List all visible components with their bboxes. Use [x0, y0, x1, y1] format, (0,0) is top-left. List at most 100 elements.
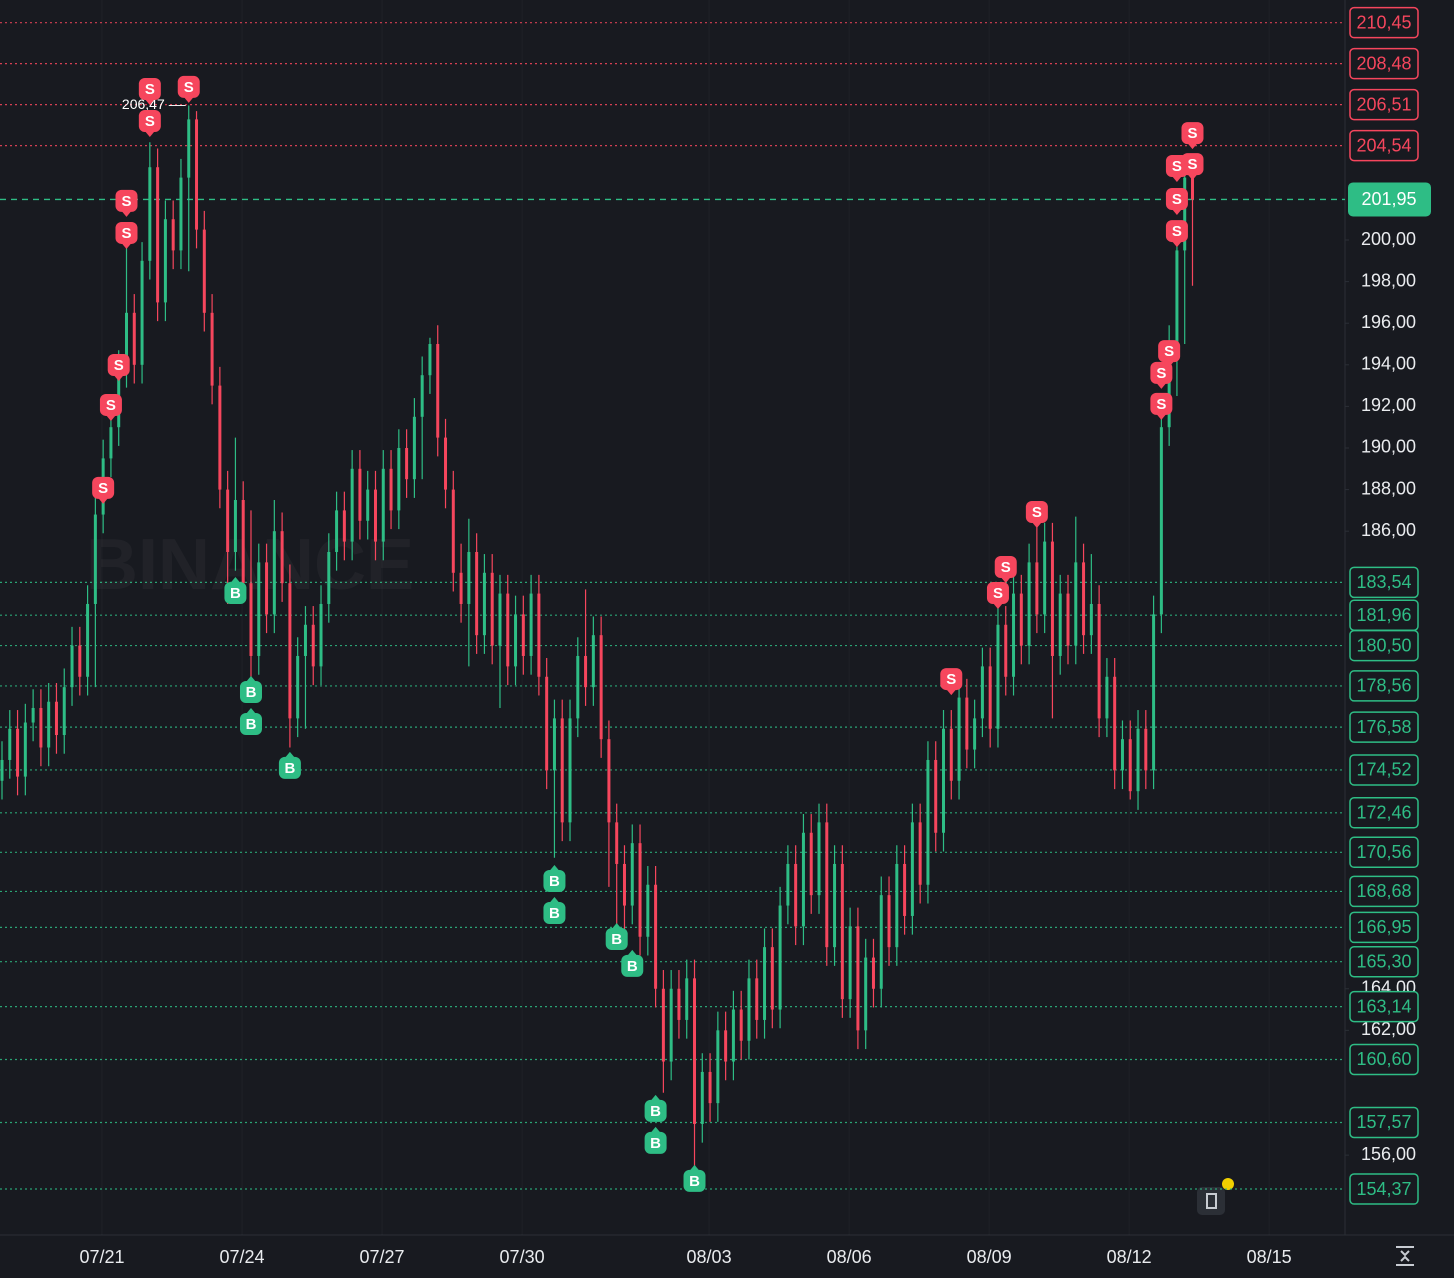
candle-body — [584, 655, 588, 688]
candle-body — [1066, 593, 1070, 646]
scroll-icon[interactable] — [1396, 1246, 1414, 1266]
signal-label: S — [121, 225, 131, 242]
signal-pointer — [650, 1094, 661, 1101]
candle-body — [54, 701, 58, 736]
level-label: 157,57 — [1356, 1112, 1411, 1132]
x-tick-label: 08/03 — [687, 1247, 732, 1267]
last-price-box — [1348, 182, 1431, 217]
candle-body — [350, 468, 354, 542]
candle-body — [288, 583, 292, 719]
signal-marker: S — [1158, 340, 1181, 368]
level-label-box — [1349, 875, 1419, 908]
signal-label: B — [650, 1103, 661, 1120]
x-tick-label: 08/09 — [967, 1247, 1012, 1267]
signal-label: S — [1156, 396, 1166, 413]
signal-marker: S — [1181, 122, 1204, 150]
candle-body — [1113, 676, 1117, 771]
level-label-box — [1349, 88, 1419, 121]
candle-body — [1175, 250, 1179, 345]
signal-marker: S — [177, 75, 200, 103]
signal-marker: S — [1165, 220, 1188, 248]
signal-marker: B — [224, 576, 247, 604]
level-label-box — [1349, 911, 1419, 944]
signal-badge — [605, 928, 628, 951]
candle-body — [39, 707, 43, 748]
signal-label: B — [611, 931, 622, 948]
candle-body — [1058, 593, 1062, 656]
signal-badge — [138, 78, 161, 101]
x-tick-label: 07/21 — [79, 1247, 124, 1267]
candle-body — [179, 177, 183, 251]
signal-label: B — [650, 1135, 661, 1152]
y-tick-label: 198,00 — [1361, 270, 1416, 290]
candle-body — [482, 572, 486, 636]
signal-badge — [239, 680, 262, 703]
candle-body — [731, 1009, 735, 1062]
candle-body — [148, 167, 152, 261]
signal-marker: S — [115, 221, 138, 249]
signal-badge — [994, 555, 1017, 578]
candle-body — [397, 447, 401, 511]
signal-badge — [940, 668, 963, 691]
x-tick-label: 08/12 — [1107, 1247, 1152, 1267]
signal-badge — [92, 476, 115, 499]
candle-body — [210, 312, 214, 386]
signal-pointer — [1156, 382, 1167, 389]
candle-body — [366, 489, 370, 521]
y-tick-label: 186,00 — [1361, 520, 1416, 540]
signal-badge — [115, 221, 138, 244]
level-label-box — [1349, 836, 1419, 869]
candle-body — [887, 895, 891, 948]
x-tick-label: 08/06 — [827, 1247, 872, 1267]
signal-pointer — [1171, 241, 1182, 248]
signal-pointer — [183, 96, 194, 103]
candle-body — [786, 863, 790, 906]
y-tick-label: 162,00 — [1361, 1019, 1416, 1039]
candle-body — [1082, 562, 1086, 636]
candle-body — [156, 167, 160, 303]
candle-body — [770, 947, 774, 1010]
candle-body — [1105, 676, 1109, 719]
candle-body — [0, 759, 4, 781]
notice-icon[interactable] — [1197, 1178, 1234, 1215]
signal-marker: S — [138, 78, 161, 106]
signal-badge — [1181, 153, 1204, 176]
candle-body — [23, 722, 27, 777]
candle-body — [381, 468, 385, 542]
signal-marker: B — [278, 751, 301, 779]
signal-pointer — [121, 210, 132, 217]
candle-body — [1120, 739, 1124, 771]
candle-body — [226, 489, 230, 552]
signal-badge — [1165, 188, 1188, 211]
candle-body — [171, 219, 175, 251]
signal-marker: S — [1150, 392, 1173, 420]
level-label: 172,46 — [1356, 803, 1411, 823]
candle-body — [420, 375, 424, 417]
level-label-box — [1349, 47, 1419, 80]
signal-marker: B — [683, 1164, 706, 1192]
signal-badge — [1025, 501, 1048, 524]
signal-label: B — [549, 905, 560, 922]
level-label: 174,52 — [1356, 760, 1411, 780]
candle-body — [545, 676, 549, 771]
level-label: 170,56 — [1356, 842, 1411, 862]
signal-marker: S — [986, 581, 1009, 609]
level-label: 204,54 — [1356, 135, 1411, 155]
candle-body — [109, 427, 113, 459]
candle-body — [949, 728, 953, 781]
signal-label: S — [993, 585, 1003, 602]
signal-label: S — [145, 113, 155, 130]
signal-badge — [1150, 361, 1173, 384]
candle-body — [638, 843, 642, 937]
x-tick-label: 07/30 — [500, 1247, 545, 1267]
candle-body — [724, 1030, 728, 1062]
y-tick-label: 200,00 — [1361, 229, 1416, 249]
signal-badge — [138, 110, 161, 133]
candle-body — [669, 988, 673, 1062]
candle-body — [965, 697, 969, 750]
candle-body — [93, 514, 97, 604]
candle-body — [1089, 603, 1093, 636]
candle-body — [412, 416, 416, 480]
signal-pointer — [1187, 143, 1198, 150]
